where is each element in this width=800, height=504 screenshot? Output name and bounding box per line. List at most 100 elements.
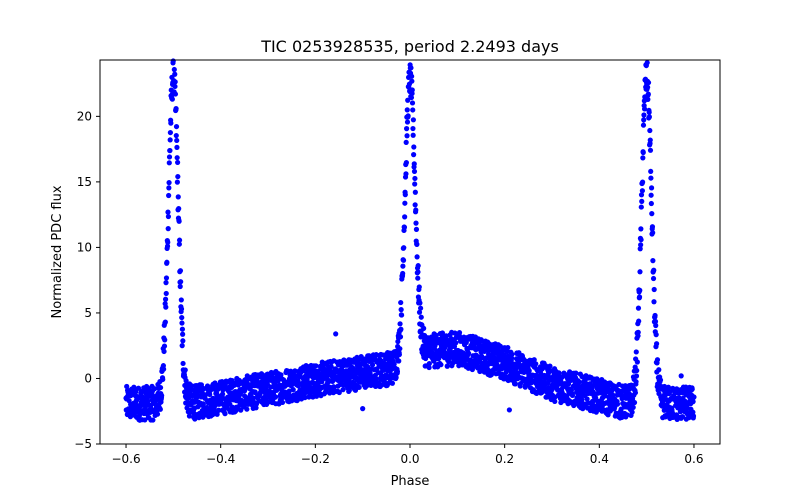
data-point <box>417 300 423 306</box>
data-point <box>547 363 553 369</box>
data-point <box>416 284 422 290</box>
data-point <box>179 314 185 321</box>
data-point <box>252 389 258 395</box>
data-point <box>652 318 659 325</box>
data-point <box>165 213 172 220</box>
outlier-point <box>360 406 366 412</box>
data-point <box>413 226 420 232</box>
data-point <box>505 344 511 351</box>
data-point <box>576 379 582 385</box>
data-point <box>640 149 646 156</box>
data-point <box>638 192 645 198</box>
data-point <box>272 394 279 400</box>
data-point <box>509 355 515 361</box>
data-point <box>579 397 585 403</box>
data-point <box>216 407 222 413</box>
data-point <box>478 338 485 344</box>
data-point <box>648 192 654 198</box>
data-point <box>403 160 409 166</box>
data-point <box>439 330 446 336</box>
data-point <box>414 241 420 248</box>
data-point <box>647 137 653 143</box>
data-point <box>442 344 448 350</box>
data-point <box>178 279 184 285</box>
x-tick-label: −0.4 <box>206 452 235 466</box>
data-point <box>650 275 657 282</box>
data-point <box>172 71 178 77</box>
x-tick-label: −0.2 <box>301 452 330 466</box>
data-point <box>639 198 645 204</box>
outlier-point <box>678 373 684 379</box>
data-point <box>290 387 296 393</box>
data-point <box>426 360 432 367</box>
data-point <box>350 365 356 371</box>
data-point <box>400 270 406 277</box>
data-point <box>165 209 171 215</box>
data-point <box>175 194 181 200</box>
data-point <box>364 383 370 389</box>
data-point <box>397 334 404 340</box>
data-point <box>624 412 630 418</box>
data-point <box>413 220 419 226</box>
data-point <box>168 120 174 126</box>
data-point <box>174 155 180 161</box>
data-point <box>645 79 652 86</box>
data-point <box>162 296 169 302</box>
data-point <box>654 341 660 347</box>
data-point <box>214 411 220 417</box>
data-point <box>446 358 452 365</box>
data-point <box>369 362 376 368</box>
data-point <box>135 385 142 391</box>
data-point <box>438 362 444 368</box>
data-point <box>689 386 695 392</box>
data-point <box>165 226 171 232</box>
data-point <box>648 168 654 175</box>
data-point <box>340 387 346 393</box>
data-point <box>416 309 423 315</box>
data-point <box>413 207 419 213</box>
data-point <box>174 179 180 185</box>
data-point <box>647 127 653 134</box>
data-point <box>403 171 409 177</box>
data-point <box>665 384 672 390</box>
data-point <box>533 361 539 367</box>
data-point <box>179 326 186 332</box>
data-point <box>176 237 183 243</box>
data-point <box>644 60 650 66</box>
data-point <box>466 350 472 356</box>
data-point <box>207 391 213 398</box>
data-point <box>648 185 655 191</box>
data-point <box>373 376 379 382</box>
data-point <box>650 258 656 264</box>
data-point <box>398 312 405 318</box>
data-point <box>408 65 414 71</box>
data-point <box>645 91 651 97</box>
data-point <box>418 314 424 320</box>
data-point <box>166 160 172 166</box>
data-point <box>411 144 417 150</box>
data-point <box>157 384 164 391</box>
data-point <box>167 129 173 136</box>
data-point <box>180 331 186 337</box>
data-point <box>393 374 399 381</box>
data-point <box>648 175 654 181</box>
data-point <box>161 366 167 372</box>
data-point <box>635 305 642 311</box>
data-point <box>637 246 643 252</box>
data-point <box>630 404 636 410</box>
data-point <box>397 346 403 352</box>
x-tick-label: 0.2 <box>495 452 514 466</box>
data-point <box>657 377 664 383</box>
data-point <box>398 307 404 313</box>
data-point <box>411 168 418 175</box>
outlier-point <box>333 331 339 337</box>
data-point <box>163 290 169 297</box>
data-point <box>182 367 188 373</box>
x-tick-label: 0.6 <box>684 452 703 466</box>
data-point <box>690 413 697 419</box>
data-point <box>250 395 257 401</box>
data-point <box>488 372 494 378</box>
data-point <box>433 332 439 338</box>
